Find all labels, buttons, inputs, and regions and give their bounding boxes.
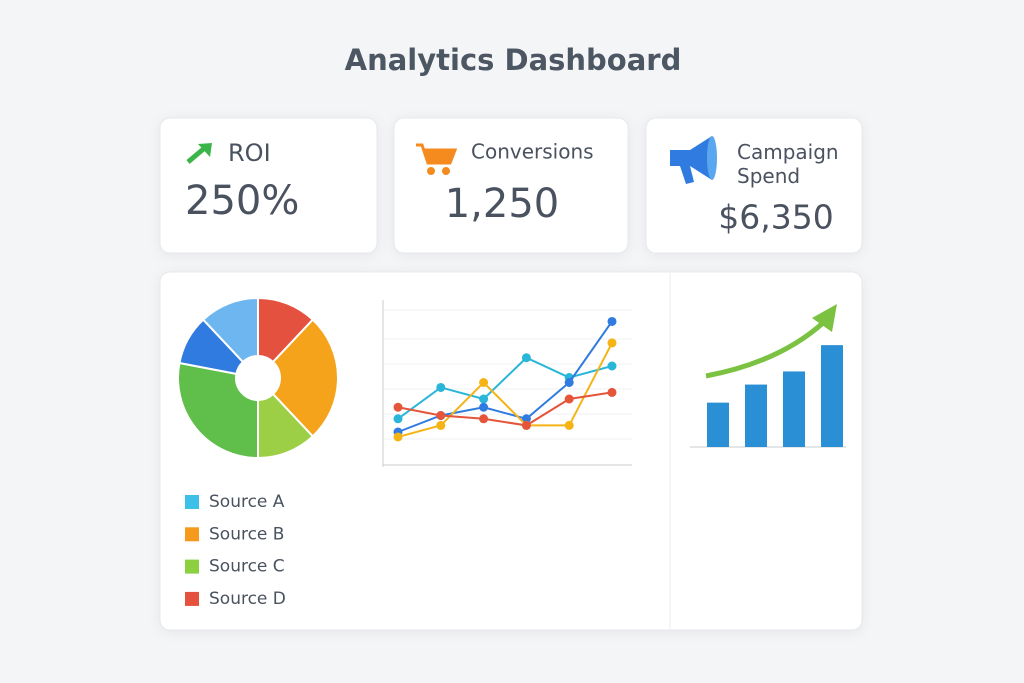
card-label-line: Spend [737, 164, 800, 188]
line-point [607, 387, 617, 397]
line-series [397, 356, 613, 420]
title: Analytics Dashboard [345, 43, 682, 77]
line-point [479, 394, 489, 404]
bar [745, 384, 767, 447]
line-point [393, 432, 403, 442]
roi-card [159, 117, 378, 254]
trend-arrow [705, 320, 826, 379]
line-point [607, 338, 617, 348]
line-point [564, 394, 574, 404]
card-value: 1,250 [445, 181, 560, 227]
line-point [521, 420, 531, 430]
pie-hole [236, 356, 280, 400]
bar [707, 402, 729, 447]
line-point [479, 414, 489, 424]
card-label-line: Campaign [737, 140, 839, 164]
line-point [521, 414, 531, 424]
legend-swatch [185, 527, 199, 542]
line-series [397, 320, 613, 433]
legend-label: Source A [209, 492, 285, 512]
line-point [564, 420, 574, 430]
line-point [393, 414, 403, 424]
line-point [436, 420, 446, 430]
line-series [397, 342, 613, 438]
line-chart [393, 316, 617, 442]
line-point [521, 353, 531, 363]
legend-label: Source B [209, 524, 284, 544]
line-point [607, 316, 617, 326]
legend-label: Source D [209, 589, 286, 609]
legend-swatch [185, 559, 199, 574]
legend-swatch [185, 495, 199, 509]
roi-icon [186, 143, 212, 164]
card-value: $6,350 [718, 198, 833, 237]
bar [783, 371, 805, 447]
card-value: 250% [185, 178, 299, 224]
card-label: ROI [228, 139, 271, 167]
legend-label: Source C [209, 557, 285, 577]
line-point [436, 411, 446, 420]
trend-arrow-head [812, 304, 837, 332]
line-point [479, 378, 489, 387]
line-point [607, 361, 617, 371]
line-point [393, 402, 403, 412]
megaphone-icon [670, 136, 717, 184]
card-label: Campaign Spend [737, 140, 839, 188]
card-label: Conversions [471, 140, 594, 164]
legend-swatch [185, 591, 199, 606]
cart-icon [416, 143, 458, 175]
line-series [397, 391, 613, 427]
line-point [564, 378, 574, 387]
line-point [479, 402, 489, 412]
bar [821, 345, 843, 447]
line-point [436, 382, 446, 392]
